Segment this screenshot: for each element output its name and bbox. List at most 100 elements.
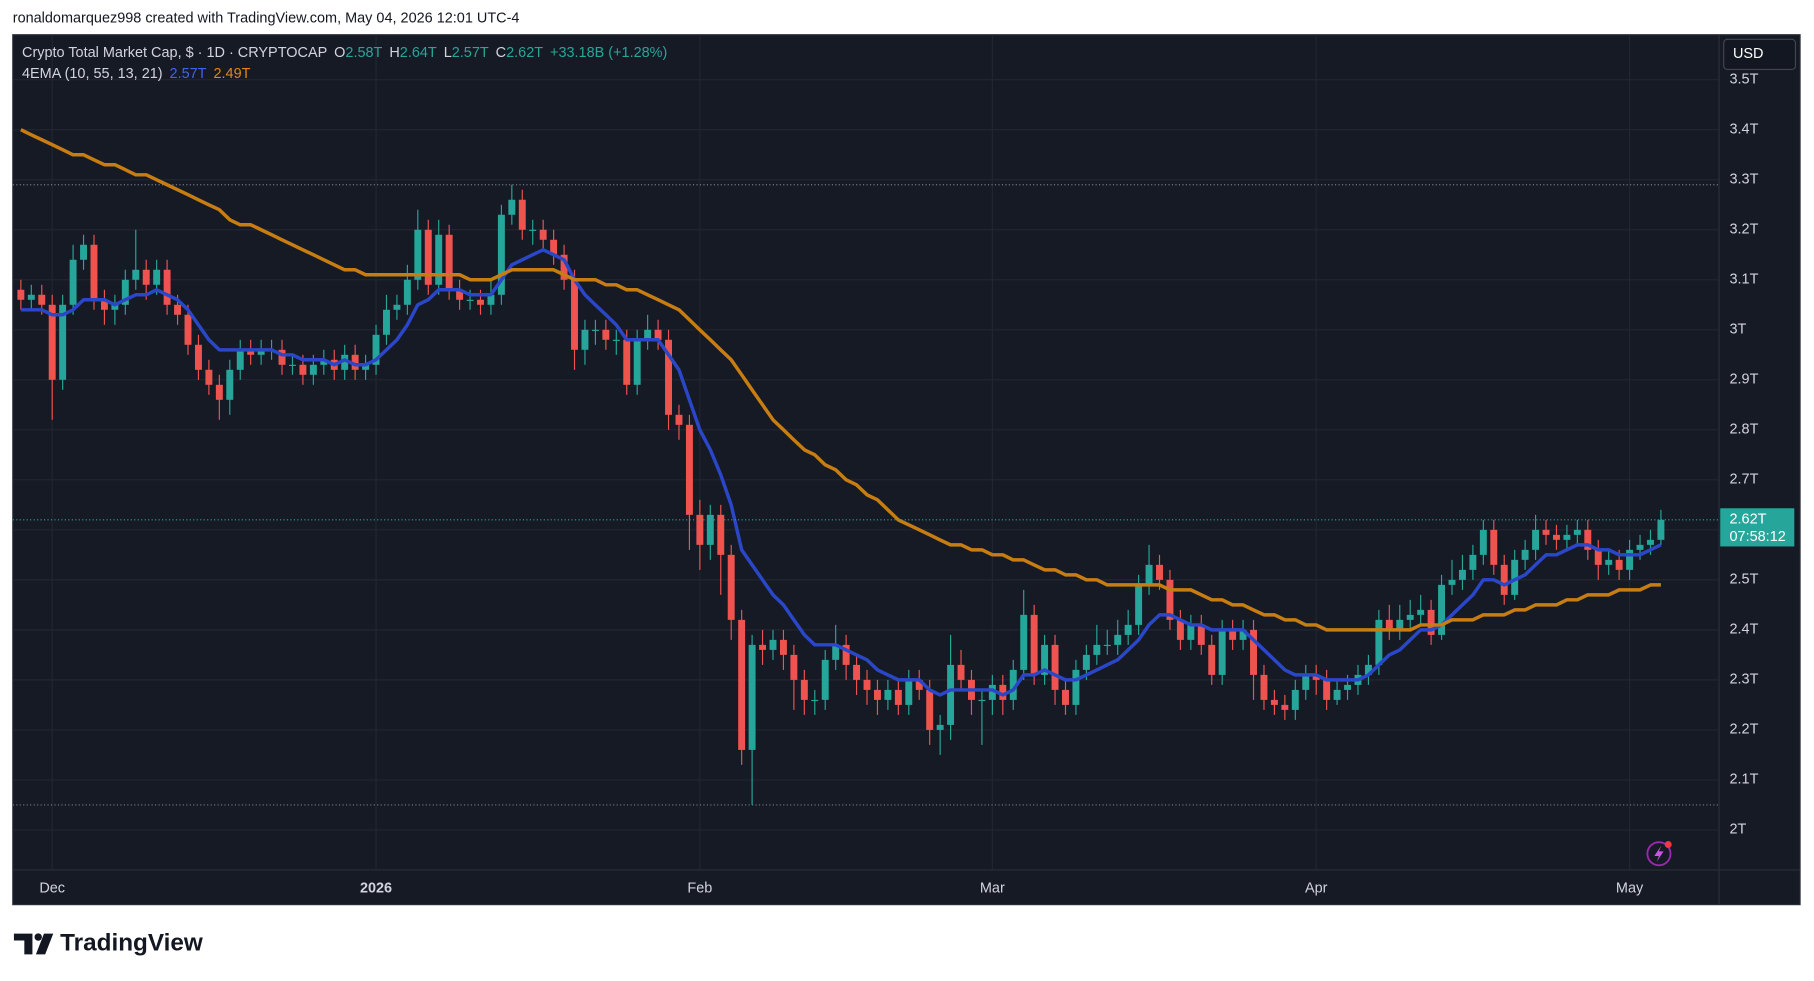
low-label: L (444, 45, 452, 61)
candle-body (226, 369, 234, 400)
alert-bolt (1654, 845, 1664, 862)
candle-body (999, 684, 1007, 700)
candle-body (17, 289, 25, 300)
candle-body (1281, 704, 1289, 710)
candle-body (362, 364, 370, 370)
candle-body (1438, 584, 1446, 635)
candle-body (1302, 674, 1310, 690)
candle-body (456, 289, 464, 300)
brand-name: TradingView (60, 929, 203, 956)
candle-body (853, 664, 861, 680)
candle-body (351, 354, 359, 370)
candle-body (1605, 559, 1613, 565)
candle-body (863, 679, 871, 690)
candle-body (1490, 529, 1498, 565)
candle-body (1375, 619, 1383, 665)
candle-body (1176, 619, 1184, 640)
y-tick-label: 3.4T (1730, 122, 1759, 138)
candle-body (1364, 664, 1372, 675)
x-tick-label: 2026 (360, 880, 392, 896)
alert-ring (1646, 841, 1672, 867)
candle-body (1239, 629, 1247, 640)
grid (12, 34, 1720, 870)
candle-body (1636, 544, 1644, 550)
candle-body (288, 364, 296, 366)
symbol: Crypto Total Market Cap, $ · 1D · CRYPTO… (22, 45, 327, 61)
candle-body (466, 299, 474, 301)
candle-body (894, 689, 902, 705)
currency-button[interactable] (1723, 38, 1797, 70)
last-price-box (1720, 508, 1795, 547)
candle-body (1093, 644, 1101, 655)
candle-body (1448, 579, 1456, 585)
indicator-label: 4EMA (10, 55, 13, 21) (22, 66, 163, 82)
alert-icon[interactable] (1646, 841, 1672, 867)
candle-body (1250, 629, 1257, 675)
candle-body (790, 654, 798, 680)
candle-body (1479, 529, 1487, 555)
candle-body (257, 349, 265, 355)
candle-body (612, 339, 620, 341)
candle-body (1020, 614, 1028, 670)
candle-body (748, 644, 756, 750)
credit-line: ronaldomarquez998 created with TradingVi… (13, 10, 520, 26)
candle-body (1260, 674, 1268, 700)
candle-body (38, 294, 46, 305)
candle-body (738, 619, 746, 750)
y-tick-label: 2T (1730, 822, 1747, 838)
ema-line (20, 128, 1661, 632)
candle-body (550, 239, 558, 255)
candle-body (1584, 529, 1592, 550)
candle-body (685, 424, 693, 515)
close-label: C (496, 45, 506, 61)
candle-body (1218, 629, 1226, 675)
candle-body (278, 349, 286, 365)
candle-body (142, 269, 150, 285)
candle-body (1291, 689, 1299, 710)
close-value: 2.62T (506, 45, 543, 61)
candle-body (1647, 539, 1654, 545)
candle-body (769, 639, 777, 650)
candle-body (654, 329, 662, 340)
candle-body (80, 244, 88, 260)
candle-body (759, 644, 767, 650)
candle-body (1145, 564, 1153, 585)
candle-body (1626, 549, 1634, 570)
candle-body (727, 554, 735, 620)
open-label: O (334, 45, 345, 61)
high-value: 2.64T (400, 45, 437, 61)
y-tick-label: 3.1T (1730, 272, 1759, 288)
candle-body (873, 689, 881, 700)
candle-body (508, 199, 516, 215)
y-tick-label: 2.9T (1730, 372, 1759, 388)
candle-body (1208, 644, 1216, 675)
last-price-label: 2.62T (1730, 512, 1767, 528)
candle-body (393, 304, 401, 310)
candle-body (59, 304, 67, 380)
candle-body (717, 514, 725, 555)
candle-body (957, 664, 965, 680)
low-value: 2.57T (452, 45, 489, 61)
candle-body (591, 329, 599, 331)
candle-body (1114, 634, 1122, 645)
candle-body (842, 644, 850, 665)
candle-body (1511, 559, 1519, 595)
candle-body (497, 214, 505, 295)
candle-body (1166, 579, 1174, 620)
candle-body (1041, 644, 1049, 675)
candle-body (905, 679, 913, 705)
candle-body (121, 279, 129, 305)
candle-body (644, 329, 652, 340)
x-tick-label: Feb (687, 880, 712, 896)
candle-body (90, 244, 98, 300)
candle-body (1187, 624, 1195, 640)
y-tick-label: 2.5T (1730, 572, 1759, 588)
x-tick-label: Mar (980, 880, 1005, 896)
ema-line (20, 248, 1662, 697)
y-tick-label: 2.3T (1730, 672, 1759, 688)
candle-body (529, 229, 537, 231)
candle-body (132, 269, 140, 280)
chart-panel (12, 34, 1801, 906)
candle-body (1532, 529, 1540, 550)
candle-body (1062, 689, 1069, 705)
